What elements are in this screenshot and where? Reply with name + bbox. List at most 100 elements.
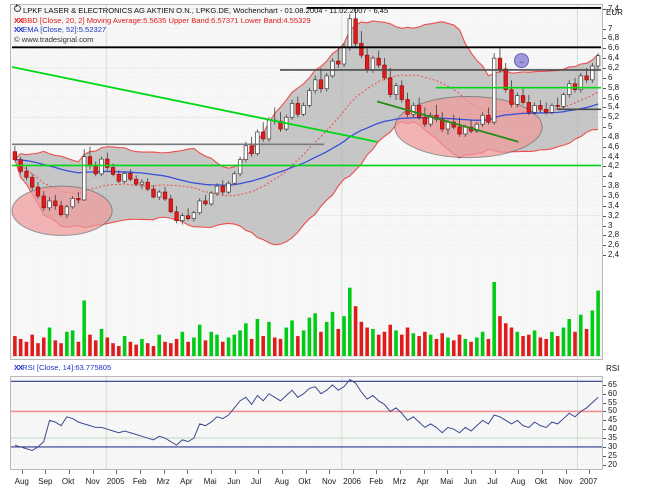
candle: [503, 68, 508, 91]
rsi-axis-label: RSI: [606, 364, 620, 373]
candle: [232, 173, 237, 184]
candle: [549, 105, 555, 113]
candle: [544, 109, 549, 113]
date-axis-label: Apr: [416, 477, 429, 486]
volume-bar: [163, 341, 167, 356]
candle: [99, 158, 104, 175]
date-axis-label: Mrz: [392, 477, 407, 486]
volume-bar: [301, 330, 306, 356]
candle: [47, 200, 52, 209]
volume-bar: [527, 334, 531, 356]
rsi-axis-tick: 25: [608, 450, 617, 460]
candle: [336, 60, 341, 65]
candle: [151, 188, 156, 198]
bbd-visibility-toggle[interactable]: XX: [14, 15, 23, 25]
volume-bar: [238, 330, 242, 356]
rsi-visibility-toggle[interactable]: XX: [14, 363, 23, 372]
candle: [457, 126, 462, 135]
rsi-axis[interactable]: 65 60 55 50 45 40 35 30 25 20: [603, 376, 666, 470]
candle: [289, 103, 295, 118]
candle: [82, 156, 87, 201]
candle: [134, 178, 139, 185]
volume-bar: [122, 336, 127, 356]
date-axis-label: Okt: [534, 477, 548, 486]
volume-bar: [388, 324, 393, 356]
volume-bar: [134, 344, 138, 356]
candle: [341, 46, 347, 65]
legend-bbd-row[interactable]: XXBBD [Close, 20, 2] Moving Average:5.56…: [14, 16, 388, 26]
candle: [590, 65, 595, 81]
legend-ema-row[interactable]: XXEMA [Close, 52]:5.52327: [14, 25, 388, 35]
candle: [359, 43, 364, 56]
bollinger-upper-band: [14, 20, 599, 169]
ema-visibility-toggle[interactable]: XX: [14, 25, 23, 35]
price-axis-tick: 2,6: [608, 240, 620, 250]
price-axis-tick: 5,6: [608, 92, 620, 102]
candle: [486, 114, 491, 123]
date-axis-label: Jul: [487, 477, 498, 486]
date-axis-tick: [470, 470, 472, 474]
volume-bar: [365, 327, 369, 356]
date-axis-label: Okt: [298, 477, 311, 486]
volume-bar: [215, 334, 219, 356]
date-axis-label: Nov: [321, 477, 337, 486]
candle: [370, 57, 376, 71]
date-axis-label: Feb: [369, 477, 384, 486]
candle: [41, 195, 46, 209]
date-axis-label: Aug: [511, 477, 526, 486]
candle: [237, 159, 243, 175]
candle: [162, 191, 168, 200]
volume-bar: [336, 328, 341, 356]
volume-bar: [399, 334, 404, 356]
currency-axis-label: EUR: [606, 8, 623, 17]
volume-bar: [151, 346, 156, 356]
volume-bar: [284, 327, 289, 356]
volume-bar: [70, 330, 75, 356]
legend-title-row: LPKF LASER & ELECTRONICS AG AKTIEN O.N.,…: [14, 4, 388, 16]
volume-bar: [272, 337, 277, 356]
candle: [122, 173, 127, 182]
date-axis-tick: [45, 470, 47, 474]
volume-bar: [290, 320, 294, 356]
date-axis[interactable]: Aug Sep Okt Nov 2005 Feb Mrz Apr Mai Jun Jul Aug Okt…: [10, 470, 666, 499]
volume-bar: [307, 317, 312, 356]
rsi-legend[interactable]: XXRSI [Close, 14]:63.775805: [14, 363, 111, 373]
rsi-axis-tick: 60: [608, 388, 617, 398]
volume-bar: [209, 331, 214, 356]
date-axis-tick: [69, 470, 71, 474]
price-chart-panel[interactable]: ↔: [10, 4, 603, 360]
date-axis-tick: [565, 470, 567, 474]
candle: [318, 79, 324, 90]
candle: [12, 151, 18, 160]
rsi-axis-tick: 35: [608, 433, 617, 443]
price-axis-tick: 3: [608, 220, 613, 230]
volume-bar: [76, 341, 81, 356]
volume-bar: [428, 334, 433, 356]
rsi-chart-panel[interactable]: [10, 376, 603, 470]
date-axis-tick: [541, 470, 543, 474]
candle: [58, 205, 64, 216]
date-axis-tick: [400, 470, 402, 474]
price-axis-tick: 4: [608, 171, 613, 181]
date-axis-tick: [447, 470, 449, 474]
volume-bar: [296, 336, 300, 356]
price-axis-tick: 4,4: [608, 151, 620, 161]
date-axis-label: 2005: [106, 477, 125, 486]
rsi-chart-svg: [10, 376, 603, 470]
date-axis-tick: [187, 470, 189, 474]
candle: [295, 103, 300, 115]
chart-marker[interactable]: ↔: [513, 53, 529, 69]
volume-bar: [41, 337, 46, 356]
volume-bar: [480, 331, 485, 356]
date-axis-label: Mai: [203, 477, 217, 486]
volume-bar: [249, 338, 254, 356]
rsi-axis-tick: 20: [608, 459, 617, 469]
candle: [301, 105, 306, 115]
candle: [191, 212, 197, 219]
candle: [376, 57, 381, 66]
price-axis[interactable]: 7,4 7 6,8 6,6 6,4 6,2 6 5,8 5,6 5,4 5,2 5 4,8 4,6 4,4 4…: [603, 4, 666, 470]
candle: [70, 198, 75, 208]
volume-bar: [492, 282, 496, 356]
candle: [105, 158, 110, 168]
volume-bar: [405, 327, 410, 356]
